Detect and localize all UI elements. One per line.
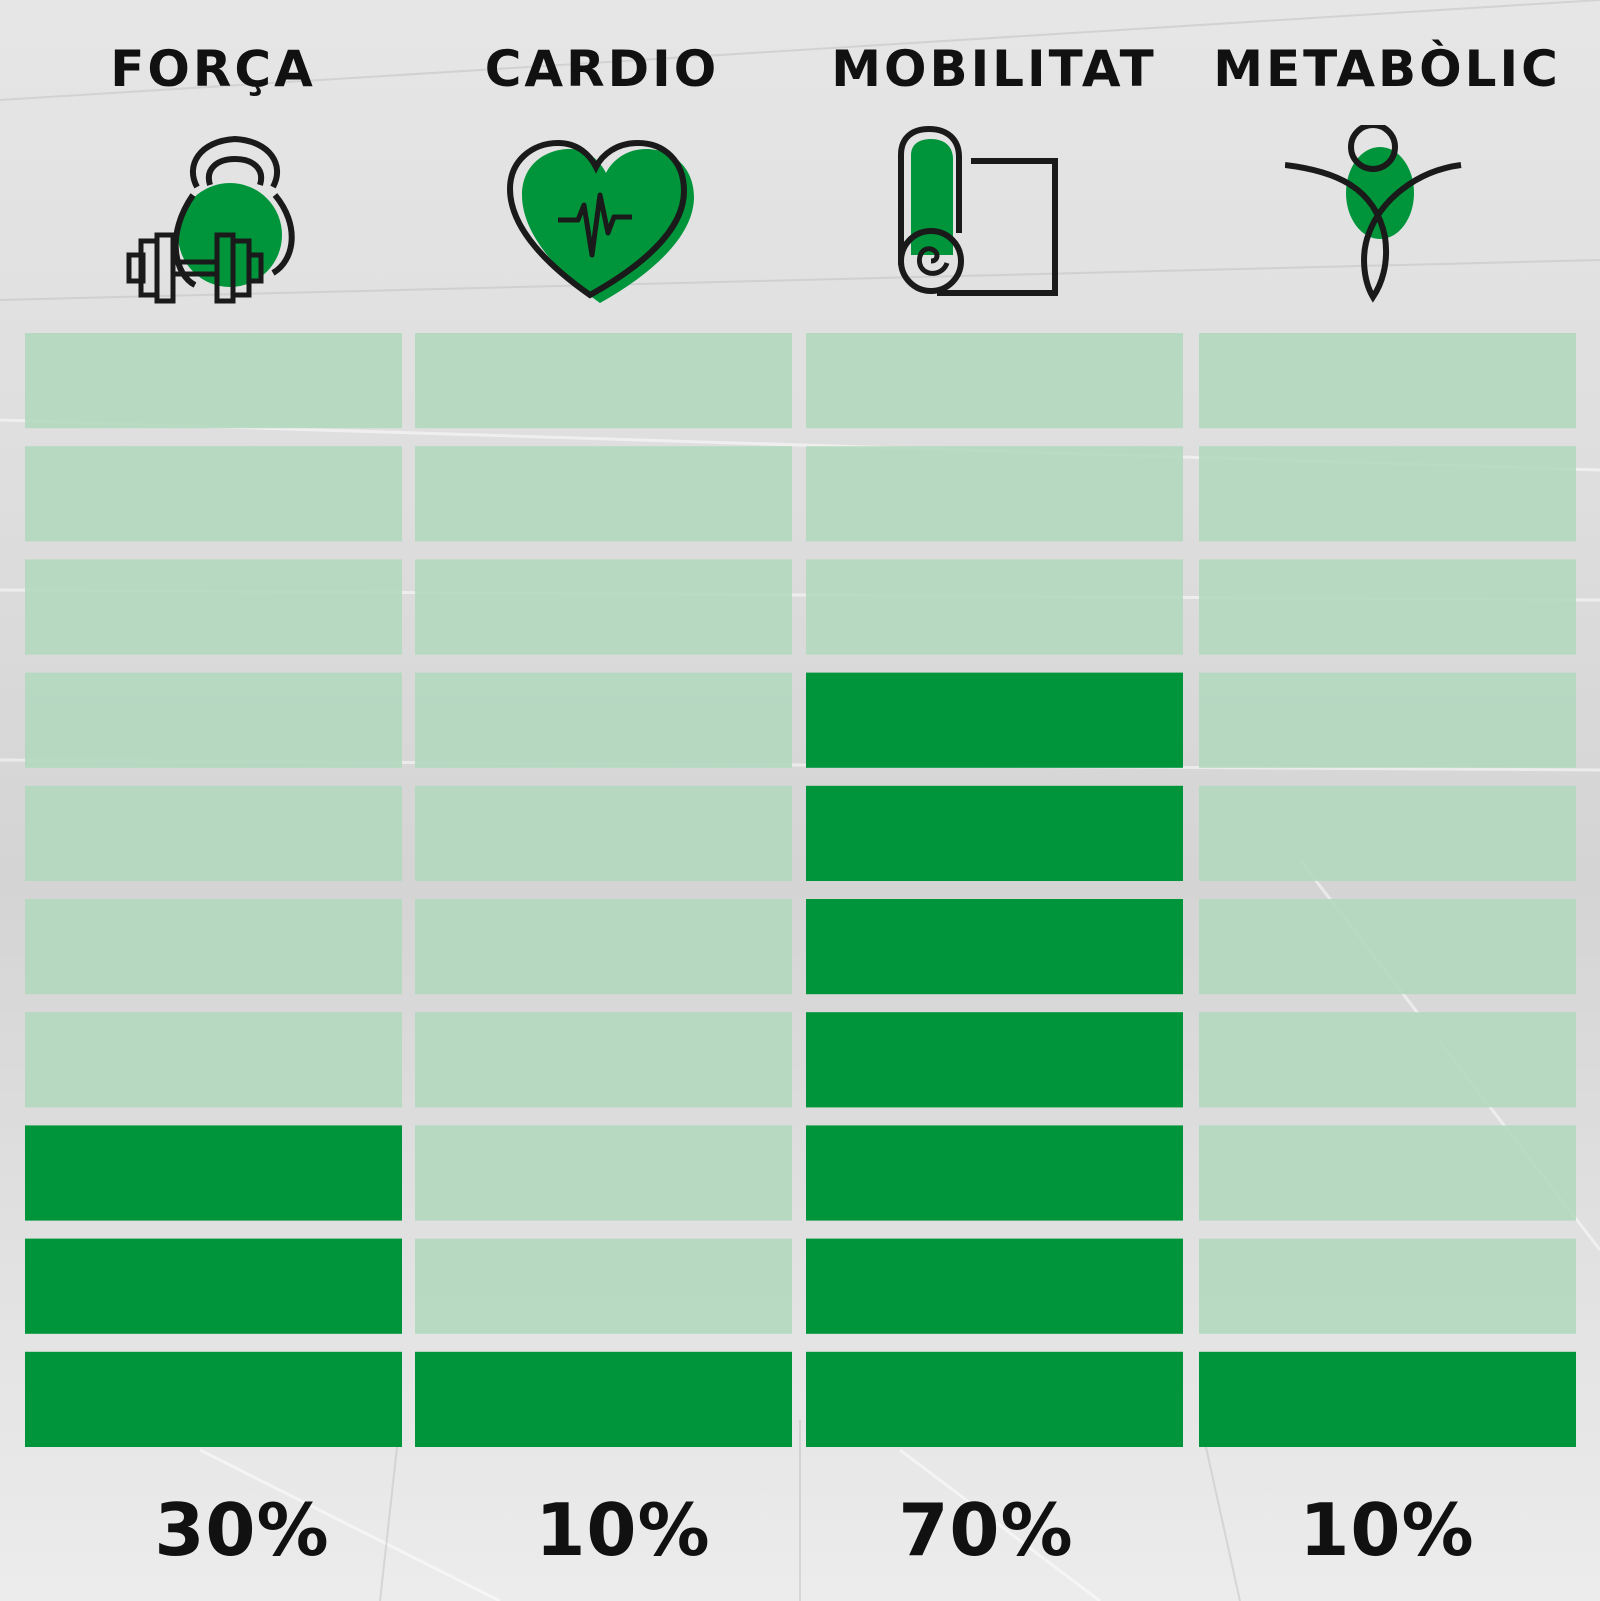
bar-segment-metabolic-4-empty — [1199, 1012, 1576, 1108]
category-label-forca: FORÇA — [110, 40, 316, 98]
bar-segment-cardio-4-empty — [415, 1012, 792, 1108]
bar-segment-cardio-10-empty — [415, 333, 792, 429]
bar-segment-metabolic-8-empty — [1199, 559, 1576, 655]
bar-segment-forca-5-empty — [25, 899, 402, 995]
bar-segment-forca-2-filled — [25, 1238, 402, 1334]
bar-segment-forca-9-empty — [25, 446, 402, 542]
value-label-mobilitat: 70% — [898, 1488, 1074, 1572]
value-label-cardio: 10% — [535, 1488, 711, 1572]
bar-segment-mobilitat-10-empty — [806, 333, 1183, 429]
yoga-mat-icon — [898, 125, 1058, 296]
bar-segment-mobilitat-4-filled — [806, 1012, 1183, 1108]
bar-segment-metabolic-6-empty — [1199, 785, 1576, 881]
category-label-cardio: CARDIO — [484, 40, 720, 98]
bar-segment-mobilitat-5-filled — [806, 899, 1183, 995]
bar-segment-forca-4-empty — [25, 1012, 402, 1108]
bar-segment-cardio-7-empty — [415, 672, 792, 768]
heart-pulse-icon — [506, 139, 694, 303]
bar-segment-cardio-1-filled — [415, 1351, 792, 1447]
bar-segment-cardio-5-empty — [415, 899, 792, 995]
bar-segment-mobilitat-3-filled — [806, 1125, 1183, 1221]
bar-segment-mobilitat-6-filled — [806, 785, 1183, 881]
bar-segment-cardio-6-empty — [415, 785, 792, 881]
bar-segment-forca-6-empty — [25, 785, 402, 881]
bar-segment-metabolic-7-empty — [1199, 672, 1576, 768]
body-figure-icon — [1285, 125, 1462, 303]
bar-segment-forca-10-empty — [25, 333, 402, 429]
bar-segment-mobilitat-2-filled — [806, 1238, 1183, 1334]
bar-segment-cardio-9-empty — [415, 446, 792, 542]
bar-segment-mobilitat-9-empty — [806, 446, 1183, 542]
bar-segment-cardio-3-empty — [415, 1125, 792, 1221]
bar-segment-metabolic-3-empty — [1199, 1125, 1576, 1221]
bar-segment-metabolic-5-empty — [1199, 899, 1576, 995]
bar-segment-mobilitat-1-filled — [806, 1351, 1183, 1447]
category-label-mobilitat: MOBILITAT — [831, 40, 1157, 98]
bar-segment-forca-8-empty — [25, 559, 402, 655]
bar-segment-metabolic-2-empty — [1199, 1238, 1576, 1334]
bar-segment-cardio-8-empty — [415, 559, 792, 655]
kettlebell-dumbbell-icon — [126, 135, 295, 304]
bar-segment-metabolic-9-empty — [1199, 446, 1576, 542]
bar-segment-mobilitat-7-filled — [806, 672, 1183, 768]
bar-segment-forca-3-filled — [25, 1125, 402, 1221]
bar-segment-forca-1-filled — [25, 1351, 402, 1447]
bar-segment-mobilitat-8-empty — [806, 559, 1183, 655]
bar-segment-metabolic-10-empty — [1199, 333, 1576, 429]
bar-segment-cardio-2-empty — [415, 1238, 792, 1334]
category-label-metabolic: METABÒLIC — [1213, 40, 1561, 98]
value-label-forca: 30% — [154, 1488, 330, 1572]
bar-segment-forca-7-empty — [25, 672, 402, 768]
bar-segment-metabolic-1-filled — [1199, 1351, 1576, 1447]
value-label-metabolic: 10% — [1299, 1488, 1475, 1572]
